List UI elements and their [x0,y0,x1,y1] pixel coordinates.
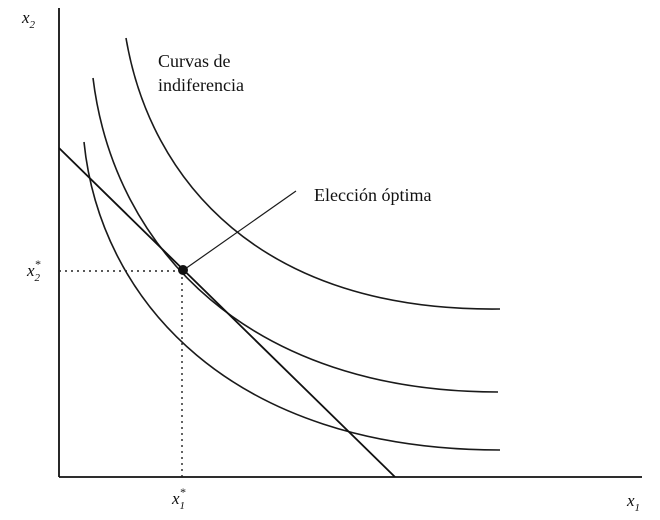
optimal-choice-point [178,265,188,275]
indifference-curve-low [83,141,501,451]
optimal-choice-label: Elección óptima [314,185,431,205]
y-axis-label: x2 [21,8,36,31]
budget-line [58,147,396,478]
x-axis-label: x1 [626,491,640,514]
curves-label-line1: Curvas de [158,51,230,71]
indifference-curve-mid [92,77,499,393]
x1-star-label: x* 1 [171,485,186,512]
indifference-curve-high [125,37,501,310]
x2-star-label: x* 2 [26,257,41,284]
optimal-choice-pointer [184,190,297,270]
curves-label-line2: indiferencia [158,75,244,95]
